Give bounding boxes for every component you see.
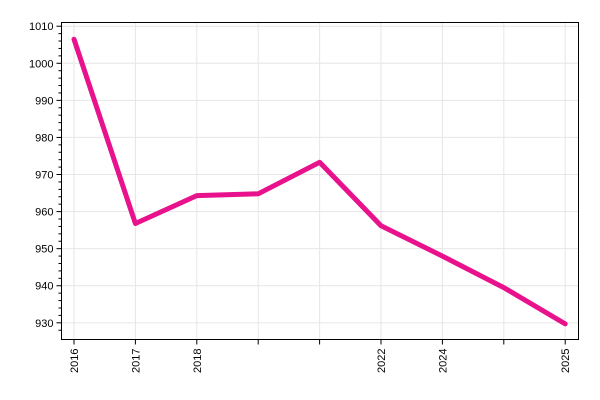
x-tick-label: 2022: [376, 349, 388, 373]
x-tick-label: 2016: [69, 349, 81, 373]
y-tick-label: 940: [35, 281, 53, 293]
x-axis: 2016 2017 2018 2022 2024 2025: [69, 339, 572, 373]
y-tick-label: 1000: [29, 58, 53, 70]
series-line: [71, 36, 568, 327]
y-tick-label: 980: [35, 132, 53, 144]
grid: [61, 22, 579, 340]
y-axis: 930 940 950 960 970 980 990 1000 1010: [29, 21, 62, 331]
x-tick-label: 2024: [437, 349, 449, 373]
y-tick-label: 930: [35, 318, 53, 330]
y-tick-label: 960: [35, 207, 53, 219]
y-tick-label: 990: [35, 95, 53, 107]
series-layer: [71, 36, 568, 327]
x-tick-label: 2018: [192, 349, 204, 373]
y-tick-label: 1010: [29, 21, 53, 33]
y-tick-label: 950: [35, 244, 53, 256]
y-tick-label: 970: [35, 170, 53, 182]
x-tick-label: 2017: [130, 349, 142, 373]
x-tick-label: 2025: [560, 349, 572, 373]
